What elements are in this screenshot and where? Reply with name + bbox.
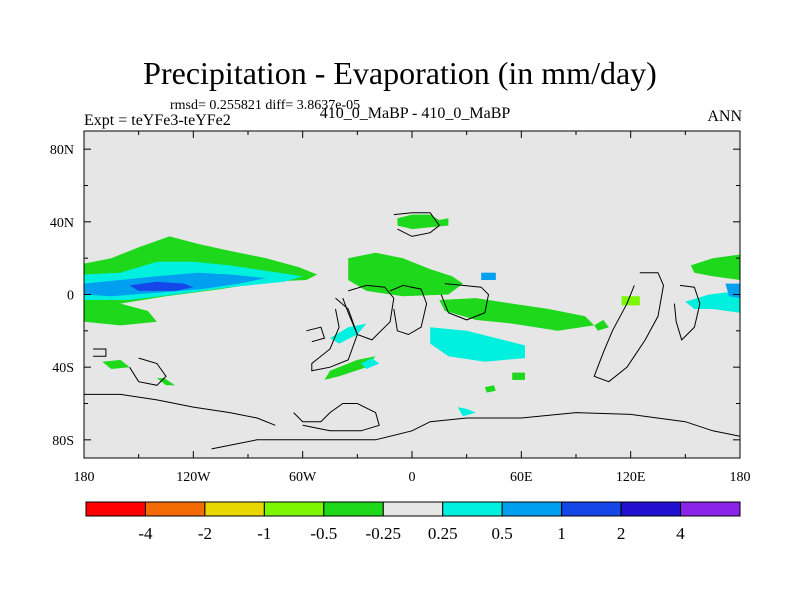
colorbar-label-4: -0.25: [366, 524, 401, 543]
colorbar-cell-2: [204, 501, 265, 517]
colorbar-cell-0: [85, 501, 146, 517]
contour-region-7: [430, 327, 525, 362]
coastline-4: [342, 284, 395, 341]
x-tick-label-2: 60W: [289, 470, 317, 485]
colorbar-label-6: 0.5: [492, 524, 513, 543]
coastline-12: [306, 326, 326, 343]
case-label: 410_0_MaBP - 410_0_MaBP: [319, 105, 511, 122]
contour-regions: [84, 214, 740, 417]
x-tick-label-0: 180: [74, 470, 95, 485]
colorbar-cell-4: [323, 501, 384, 517]
x-tick-label-5: 120E: [616, 470, 646, 485]
y-tick-label-0: 80N: [50, 143, 74, 158]
colorbar-cell-9: [620, 501, 682, 517]
colorbar-cell-1: [144, 501, 206, 517]
colorbar-cell-8: [561, 501, 622, 517]
colorbar-cell-7: [501, 501, 563, 517]
coastline-10: [129, 357, 167, 386]
colorbar-label-7: 1: [557, 524, 566, 543]
contour-region-4: [84, 301, 157, 326]
x-tick-label-1: 120W: [176, 470, 211, 485]
stats-label: rmsd= 0.255821 diff= 3.8637e-05: [170, 98, 361, 113]
contour-region-16: [156, 378, 176, 386]
coastline-2: [293, 403, 380, 432]
contour-region-20: [484, 385, 496, 393]
axis-tick-labels: 180 120W 60W 0 60E 120E 180 80N 40N 0 40S 80S: [50, 143, 751, 485]
colorbar: [85, 501, 741, 517]
contour-region-13: [324, 356, 376, 380]
coastline-11: [93, 348, 107, 357]
expt-label: Expt = teYFe3-teYFe2: [84, 112, 231, 129]
coastline-9: [673, 284, 701, 341]
contour-region-18: [594, 319, 609, 331]
season-label: ANN: [707, 108, 742, 125]
contour-region-5: [348, 252, 463, 297]
colorbar-cell-10: [680, 501, 741, 517]
colorbar-label-1: -2: [198, 524, 212, 543]
contour-region-14: [361, 358, 380, 369]
contour-region-15: [330, 323, 367, 344]
x-tick-label-6: 180: [730, 470, 751, 485]
coastline-5: [389, 284, 428, 336]
contour-region-8: [397, 214, 449, 230]
colorbar-label-8: 2: [617, 524, 626, 543]
chart-title: Precipitation - Evaporation (in mm/day): [143, 55, 657, 91]
colorbar-label-9: 4: [676, 524, 685, 543]
contour-region-3: [129, 281, 194, 291]
y-tick-label-4: 80S: [52, 434, 74, 449]
colorbar-cell-5: [382, 501, 444, 517]
coastline-7: [393, 212, 440, 237]
x-tick-label-4: 60E: [510, 470, 533, 485]
contour-region-6: [439, 298, 595, 331]
colorbar-label-0: -4: [138, 524, 153, 543]
coastline-3: [311, 297, 358, 372]
axis-ticks: [83, 131, 741, 458]
coastlines: [84, 212, 740, 450]
coastline-6: [440, 283, 490, 321]
contour-region-9: [481, 272, 496, 280]
coastline-8: [593, 272, 665, 383]
contour-region-11: [690, 254, 740, 280]
contour-region-17: [621, 296, 640, 306]
contour-region-21: [512, 372, 525, 380]
coastline-1: [84, 393, 276, 426]
y-tick-label-3: 40S: [52, 361, 74, 376]
colorbar-label-2: -1: [257, 524, 271, 543]
colorbar-label-3: -0.5: [310, 524, 337, 543]
x-tick-label-3: 0: [409, 470, 416, 485]
contour-region-19: [457, 407, 476, 417]
colorbar-cell-6: [442, 501, 503, 517]
coastline-0: [211, 412, 740, 450]
colorbar-cell-3: [263, 501, 325, 517]
colorbar-label-5: 0.25: [428, 524, 458, 543]
y-tick-label-1: 40N: [50, 216, 74, 231]
colorbar-labels: -4 -2 -1 -0.5 -0.25 0.25 0.5 1 2 4: [138, 524, 685, 543]
y-tick-label-2: 0: [67, 289, 74, 304]
contour-region-22: [102, 359, 130, 369]
